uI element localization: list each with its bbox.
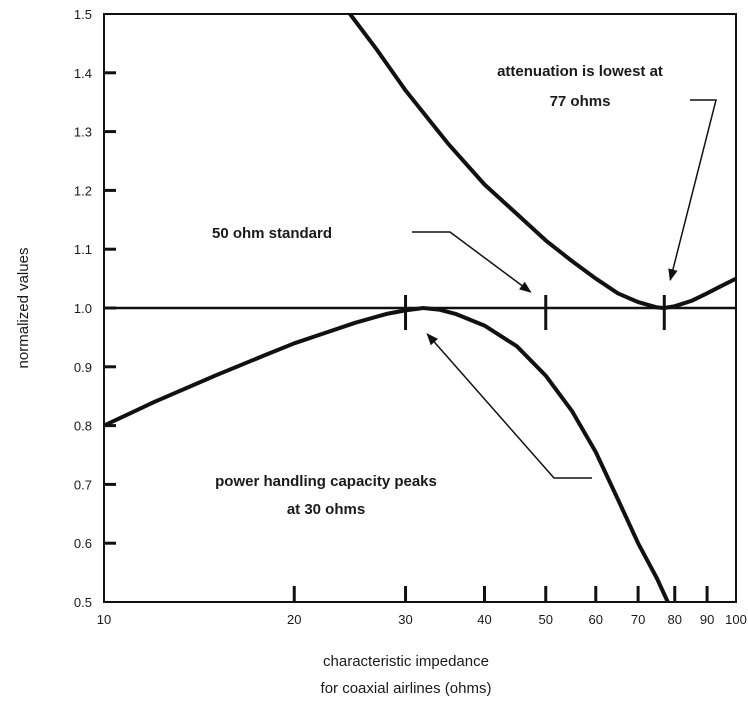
attenuation-curve (348, 14, 736, 310)
y-tick-label: 1.0 (74, 301, 92, 316)
x-tick-label: 80 (668, 612, 682, 627)
y-tick-label: 1.2 (74, 183, 92, 198)
annotation-power-line2: at 30 ohms (287, 501, 365, 518)
x-tick-label: 100 (725, 612, 747, 627)
annotation-attenuation-arrow (668, 99, 717, 282)
annotation-attenuation-line1: attenuation is lowest at (497, 63, 663, 80)
x-tick-label: 50 (539, 612, 553, 627)
annotation-attenuation-line2: 77 ohms (550, 93, 611, 110)
x-tick-label: 10 (97, 612, 111, 627)
x-tick-label: 90 (700, 612, 714, 627)
x-tick-label: 40 (477, 612, 491, 627)
annotation-50-ohm-arrow (412, 231, 532, 293)
annotation-power-arrow (426, 333, 592, 479)
y-tick-label: 0.7 (74, 477, 92, 492)
x-axis-label: characteristic impedance (323, 653, 489, 670)
y-tick-label: 1.1 (74, 242, 92, 257)
y-tick-label: 0.6 (74, 536, 92, 551)
axis-ticks: 10 20 30 40 50 60 70 80 90 100 0.5 0.6 0.7 0.8 0.9 1.0 1… (74, 7, 747, 627)
x-tick-label: 30 (398, 612, 412, 627)
y-tick-label: 0.5 (74, 595, 92, 610)
y-tick-label: 1.4 (74, 66, 92, 81)
y-axis-label: normalized values (15, 248, 32, 369)
power-capacity-curve (104, 306, 670, 602)
x-tick-label: 60 (589, 612, 603, 627)
x-tick-label: 20 (287, 612, 301, 627)
axis-labels: characteristic impedance for coaxial airl… (15, 248, 491, 697)
annotations-group: attenuation is lowest at 77 ohms 50 ohm st… (212, 63, 717, 518)
y-tick-label: 1.5 (74, 7, 92, 22)
annotation-50-ohm-label: 50 ohm standard (212, 225, 332, 242)
annotation-power-line1: power handling capacity peaks (215, 473, 437, 490)
x-axis-label-line2: for coaxial airlines (ohms) (321, 680, 492, 697)
reference-line-group (104, 295, 736, 330)
x-tick-label: 70 (631, 612, 645, 627)
y-tick-label: 1.3 (74, 125, 92, 140)
y-tick-label: 0.8 (74, 419, 92, 434)
y-tick-label: 0.9 (74, 360, 92, 375)
series-group (104, 14, 736, 602)
